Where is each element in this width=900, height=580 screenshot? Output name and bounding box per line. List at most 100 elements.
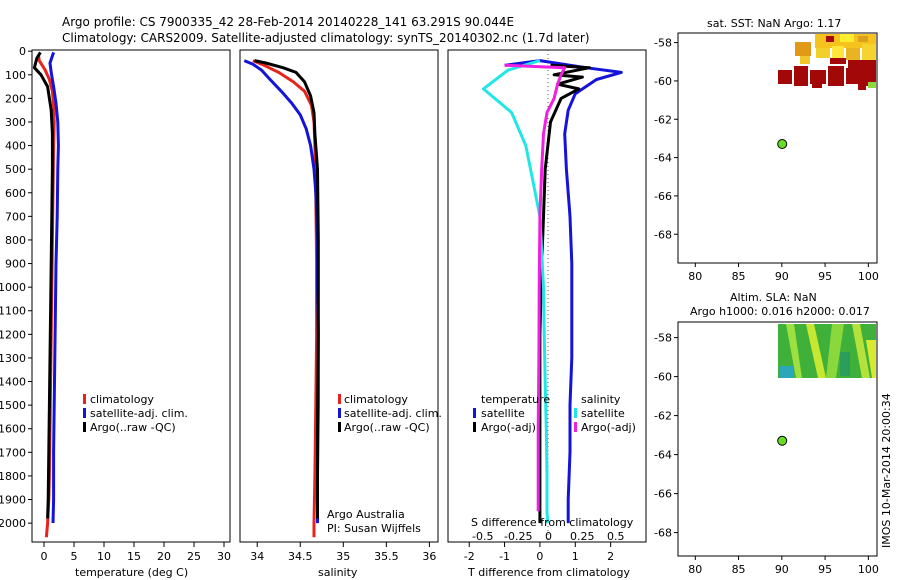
x-tick-label: 0 bbox=[536, 550, 543, 563]
legend-label-satellite: satellite-adj. clim. bbox=[344, 407, 442, 420]
legend-swatch-argo bbox=[83, 422, 86, 432]
sst-cell bbox=[795, 42, 811, 56]
temperature-x-ticks: 0 5 10 15 20 25 30 bbox=[41, 542, 231, 563]
map-x-tick-label: 90 bbox=[775, 270, 789, 283]
x-tick-label: 25 bbox=[187, 550, 201, 563]
sst-cell bbox=[794, 66, 808, 86]
x-tick-label: 10 bbox=[97, 550, 111, 563]
map-x-tick-label: 90 bbox=[775, 563, 789, 576]
legend-label-climatology: climatology bbox=[344, 393, 408, 406]
sla-cell bbox=[786, 324, 802, 378]
series-line-argo bbox=[32, 51, 54, 519]
map-y-tick-label: -68 bbox=[654, 527, 672, 540]
y-tick-label: 1100 bbox=[0, 305, 26, 318]
salinity-axes-frame bbox=[239, 49, 439, 543]
series-line-argo bbox=[254, 59, 320, 519]
sst-map-panel: sat. SST: NaN Argo: 1.17 80 85 90 95 1 bbox=[654, 17, 879, 283]
sla-cell bbox=[806, 324, 826, 378]
annotation-argo-australia: Argo Australia bbox=[327, 508, 405, 521]
difference-lines bbox=[481, 59, 623, 524]
sla-map-title-line-2: Argo h1000: 0.016 h2000: 0.017 bbox=[690, 305, 870, 318]
argo-float-marker bbox=[777, 435, 788, 446]
top-tick-label: 0.25 bbox=[570, 530, 595, 543]
series-line-satellite bbox=[504, 59, 623, 524]
temperature-lines bbox=[32, 51, 60, 538]
map-x-tick-label: 95 bbox=[818, 563, 832, 576]
temperature-axes-frame bbox=[31, 49, 231, 543]
sla-cell bbox=[852, 324, 870, 378]
map-x-tick-label: 80 bbox=[688, 270, 702, 283]
y-tick-label: 100 bbox=[5, 69, 26, 82]
series-line-satellite_salinity bbox=[481, 59, 550, 524]
difference-top-xlabel: S difference from climatology bbox=[471, 516, 634, 529]
salinity-panel: 34 34.5 35 35.5 36 salinity climatology sate… bbox=[239, 49, 442, 579]
salinity-x-ticks: 34 34.5 35 35.5 36 bbox=[250, 542, 436, 563]
y-tick-label: 1800 bbox=[0, 470, 26, 483]
y-tick-label: 700 bbox=[5, 210, 26, 223]
y-tick-label: 1200 bbox=[0, 328, 26, 341]
x-tick-label: 30 bbox=[217, 550, 231, 563]
y-tick-label: 1500 bbox=[0, 399, 26, 412]
y-tick-label: 1700 bbox=[0, 446, 26, 459]
x-tick-label: 0 bbox=[41, 550, 48, 563]
series-line-argo_salinity bbox=[504, 63, 567, 512]
map-y-tick-label: -66 bbox=[654, 190, 672, 203]
y-tick-label: 1300 bbox=[0, 352, 26, 365]
y-tick-label: 500 bbox=[5, 163, 26, 176]
argo-float-marker bbox=[777, 138, 788, 149]
sst-cell bbox=[830, 58, 846, 64]
x-tick-label: 5 bbox=[71, 550, 78, 563]
y-tick-label: 400 bbox=[5, 140, 26, 153]
sla-cell bbox=[840, 352, 850, 376]
sst-cell bbox=[778, 70, 792, 84]
x-tick-label: 34 bbox=[250, 550, 264, 563]
sst-cell bbox=[866, 64, 876, 86]
series-line-satellite bbox=[243, 59, 320, 524]
y-tick-label: 1000 bbox=[0, 281, 26, 294]
top-tick-label: -0.5 bbox=[472, 530, 493, 543]
sst-cell bbox=[800, 56, 810, 64]
map-y-tick-label: -60 bbox=[654, 75, 672, 88]
legend-swatch-t-argo bbox=[473, 422, 476, 432]
legend-label-argo: Argo(..raw -QC) bbox=[90, 421, 176, 434]
sst-cell bbox=[858, 36, 868, 42]
map-y-tick-label: -62 bbox=[654, 113, 672, 126]
x-tick-label: -2 bbox=[464, 550, 475, 563]
map-y-tick-label: -66 bbox=[654, 488, 672, 501]
sst-cell bbox=[840, 34, 854, 42]
map-y-tick-label: -64 bbox=[654, 152, 672, 165]
legend-swatch-t-satellite bbox=[473, 408, 476, 418]
y-tick-label: 200 bbox=[5, 92, 26, 105]
legend-label-t-satellite: satellite bbox=[481, 407, 525, 420]
sst-map-frame bbox=[677, 32, 878, 264]
imos-timestamp-stamp: IMOS 10-Mar-2014 20:00:34 bbox=[880, 393, 893, 548]
map-y-tick-label: -58 bbox=[654, 332, 672, 345]
temperature-panel: 0100200300400500600700800900100011001200… bbox=[0, 45, 231, 579]
legend-label-climatology: climatology bbox=[90, 393, 154, 406]
legend-swatch-argo bbox=[338, 422, 341, 432]
x-tick-label: 35 bbox=[336, 550, 350, 563]
y-tick-label: 1600 bbox=[0, 423, 26, 436]
legend-swatch-satellite bbox=[83, 408, 86, 418]
sst-cell bbox=[816, 48, 830, 58]
sst-cell bbox=[846, 48, 860, 60]
y-tick-label: 900 bbox=[5, 258, 26, 271]
salinity-xlabel: salinity bbox=[318, 566, 358, 579]
sst-cell bbox=[858, 84, 866, 90]
legend-swatch-climatology bbox=[338, 394, 341, 404]
x-tick-label: 15 bbox=[127, 550, 141, 563]
sst-cell bbox=[828, 66, 844, 86]
salinity-lines bbox=[243, 59, 320, 538]
legend-label-s-satellite: satellite bbox=[581, 407, 625, 420]
header-line-1: Argo profile: CS 7900335_42 28-Feb-2014 … bbox=[62, 15, 514, 29]
temperature-xlabel: temperature (deg C) bbox=[75, 566, 188, 579]
annotation-pi: PI: Susan Wijffels bbox=[327, 522, 421, 535]
x-tick-label: 1 bbox=[572, 550, 579, 563]
y-tick-label: 0 bbox=[19, 45, 26, 58]
sla-cell bbox=[866, 340, 876, 378]
sst-cell bbox=[812, 84, 822, 88]
map-x-tick-label: 85 bbox=[732, 563, 746, 576]
y-tick-label: 600 bbox=[5, 187, 26, 200]
map-y-tick-label: -58 bbox=[654, 37, 672, 50]
